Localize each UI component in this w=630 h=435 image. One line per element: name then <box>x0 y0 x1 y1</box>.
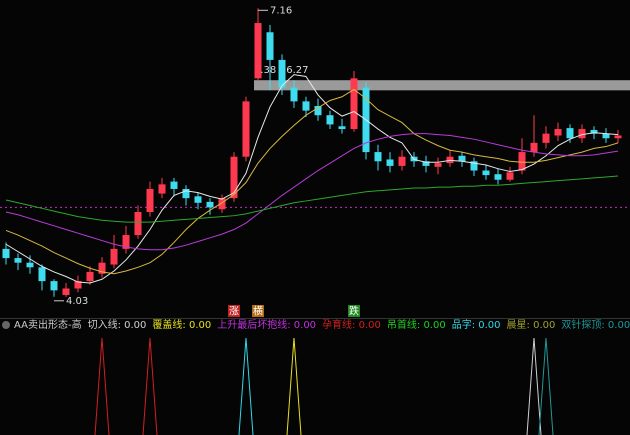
candle-body <box>302 101 310 111</box>
candle-body <box>194 196 202 203</box>
candle-body <box>146 188 154 212</box>
candle-body <box>26 262 34 268</box>
candle-body <box>122 235 130 249</box>
indicator-legend: 孕育线: 0.00 <box>322 318 381 331</box>
candle-body <box>578 129 586 139</box>
indicator-legend: 双针探顶: 0.00 <box>561 318 630 331</box>
candle-body <box>434 163 442 167</box>
sign-label: 跌 <box>349 305 359 318</box>
indicator-legend: 上升最后坏抱线: 0.00 <box>217 318 316 331</box>
candle-body <box>290 87 298 102</box>
candle-body <box>542 133 550 143</box>
moving-average <box>5 74 619 284</box>
sign-label: 横 <box>253 305 263 318</box>
candle-body <box>278 59 286 88</box>
candle-body <box>98 262 106 274</box>
candle-body <box>554 129 562 136</box>
indicator-title: AA卖出形态-高 <box>14 318 82 331</box>
moving-average <box>5 133 619 251</box>
candle-body <box>374 152 382 162</box>
candle-body <box>482 170 490 176</box>
candle-body <box>230 156 238 199</box>
candle-body <box>2 248 10 259</box>
sign-box <box>348 305 360 317</box>
candle-body <box>266 32 274 60</box>
candle-body <box>14 258 22 263</box>
candle-body <box>242 101 250 157</box>
collapse-icon[interactable] <box>2 321 10 329</box>
indicator-legend: 晨星: 0.00 <box>507 319 556 331</box>
price-band <box>254 80 630 91</box>
moving-average <box>5 88 619 275</box>
moving-average <box>5 175 619 223</box>
candle-body <box>602 133 610 139</box>
candle-body <box>314 106 322 116</box>
candle-body <box>254 23 262 79</box>
candle-body <box>86 271 94 282</box>
candle-body <box>62 288 70 295</box>
candle-body <box>110 248 118 265</box>
signal-spike <box>538 337 554 435</box>
candle-body <box>518 152 526 171</box>
signal-spike <box>94 337 110 435</box>
candle-body <box>134 212 142 236</box>
candle-body <box>158 184 166 194</box>
candle-body <box>206 201 214 208</box>
sign-box <box>228 305 240 317</box>
sign-box <box>252 305 264 317</box>
annotation-label: 7.16 <box>270 5 292 16</box>
candle-body <box>530 142 538 153</box>
candle-body <box>458 155 466 162</box>
candle-body <box>566 128 574 139</box>
annotation-label: 4.03 <box>66 296 88 307</box>
candle-body <box>398 156 406 166</box>
candle-body <box>338 126 346 130</box>
candle-body <box>326 115 334 125</box>
indicator-legend: 覆盖线: 0.00 <box>152 318 211 331</box>
candle-body <box>614 135 622 139</box>
candle-body <box>470 161 478 171</box>
candle-body <box>386 159 394 166</box>
candle-body <box>38 267 46 282</box>
candle-body <box>182 188 190 199</box>
candle-body <box>170 181 178 189</box>
indicator-legend: 吊首线: 0.00 <box>387 318 446 331</box>
candle-body <box>218 198 226 210</box>
candle-body <box>350 78 358 130</box>
candle-body <box>590 129 598 134</box>
signal-spike <box>238 337 254 435</box>
signal-spike <box>286 337 302 435</box>
indicator-legend: 切入线: 0.00 <box>88 318 147 331</box>
indicator-legend: 品字: 0.00 <box>452 318 501 331</box>
signal-spike <box>526 337 542 435</box>
candle-body <box>422 161 430 166</box>
candle-body <box>494 174 502 180</box>
candle-body <box>74 281 82 289</box>
candle-body <box>506 172 514 180</box>
sign-label: 涨 <box>229 306 239 318</box>
signal-spike <box>142 337 158 435</box>
candle-body <box>50 281 58 291</box>
